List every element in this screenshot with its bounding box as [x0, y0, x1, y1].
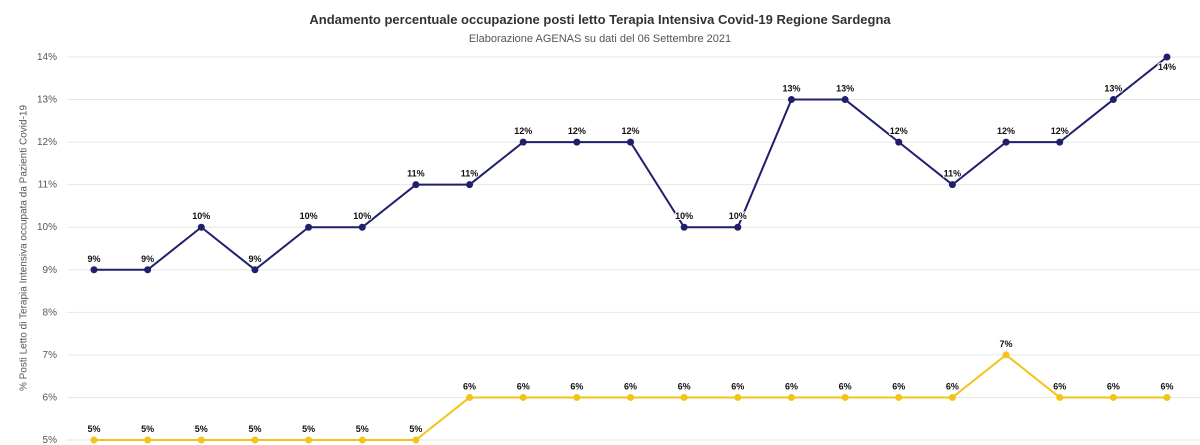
data-label: 9%	[87, 254, 100, 264]
data-label: 12%	[890, 126, 908, 136]
y-tick-label: 11%	[38, 180, 57, 191]
data-label: 5%	[302, 424, 315, 434]
data-point	[90, 436, 98, 444]
data-point	[466, 181, 474, 189]
data-point	[627, 138, 634, 146]
data-label: 14%	[1158, 62, 1176, 72]
data-point	[1109, 96, 1117, 104]
data-point	[787, 96, 795, 104]
y-tick-label: 6%	[43, 392, 58, 403]
data-point	[197, 223, 205, 231]
data-label: 12%	[997, 126, 1015, 136]
data-label: 5%	[87, 424, 100, 434]
data-point	[1002, 351, 1010, 359]
data-point	[1056, 393, 1064, 401]
y-tick-label: 14%	[37, 52, 57, 63]
data-label: 6%	[570, 381, 583, 391]
y-tick-label: 9%	[43, 265, 58, 276]
data-label: 10%	[353, 211, 371, 221]
data-label: 6%	[463, 381, 476, 391]
data-point	[358, 223, 366, 231]
data-point	[841, 393, 849, 401]
data-label: 12%	[568, 126, 586, 136]
data-label: 6%	[1160, 381, 1173, 391]
data-point	[1163, 53, 1171, 61]
y-tick-label: 10%	[37, 222, 57, 233]
data-point	[466, 393, 474, 401]
data-label: 10%	[300, 211, 318, 221]
data-point	[734, 393, 742, 401]
data-label: 13%	[782, 84, 800, 94]
data-point	[895, 393, 903, 401]
data-label: 10%	[675, 211, 693, 221]
data-point	[948, 181, 956, 189]
data-point	[251, 436, 259, 444]
data-label: 10%	[192, 211, 210, 221]
data-label: 9%	[141, 254, 154, 264]
data-label: 6%	[839, 381, 852, 391]
chart-title: Andamento percentuale occupazione posti …	[309, 12, 891, 27]
y-tick-label: 7%	[43, 350, 58, 361]
data-label: 11%	[944, 169, 962, 179]
data-label: 5%	[141, 424, 154, 434]
y-tick-label: 5%	[43, 435, 58, 445]
data-point	[305, 223, 313, 231]
data-point	[197, 436, 205, 444]
data-label: 5%	[409, 424, 422, 434]
data-point	[519, 393, 527, 401]
data-label: 6%	[731, 381, 744, 391]
data-label: 12%	[621, 126, 639, 136]
data-label: 6%	[517, 381, 530, 391]
y-tick-label: 13%	[37, 95, 57, 106]
data-label: 6%	[892, 381, 905, 391]
data-label: 13%	[836, 84, 854, 94]
data-point	[734, 223, 742, 231]
data-label: 6%	[678, 381, 691, 391]
chart-subtitle: Elaborazione AGENAS su dati del 06 Sette…	[468, 33, 732, 45]
data-label: 5%	[195, 424, 208, 434]
data-label: 6%	[1053, 381, 1066, 391]
data-point	[144, 436, 152, 444]
data-point	[1002, 138, 1010, 146]
data-point	[573, 138, 581, 146]
data-label: 6%	[785, 381, 798, 391]
data-point	[251, 266, 259, 274]
data-label: 5%	[356, 424, 369, 434]
data-point	[412, 436, 420, 444]
data-point	[1056, 138, 1064, 146]
data-label: 6%	[624, 381, 637, 391]
y-tick-label: 8%	[43, 307, 58, 318]
data-label: 11%	[407, 169, 425, 179]
data-label: 10%	[729, 211, 747, 221]
data-point	[680, 223, 688, 231]
series-line	[94, 56, 1168, 271]
data-label: 11%	[461, 169, 479, 179]
data-point	[519, 138, 527, 146]
data-point	[948, 393, 956, 401]
data-label: 12%	[514, 126, 532, 136]
data-point	[412, 181, 420, 189]
data-point	[627, 393, 634, 401]
data-label: 7%	[1000, 339, 1013, 349]
data-point	[841, 96, 849, 104]
data-label: 6%	[946, 381, 959, 391]
data-label: 6%	[1107, 381, 1120, 391]
data-point	[787, 393, 795, 401]
data-label: 12%	[1051, 126, 1069, 136]
data-point	[573, 393, 581, 401]
data-point	[305, 436, 313, 444]
data-point	[680, 393, 688, 401]
data-point	[1109, 393, 1117, 401]
data-point	[144, 266, 152, 274]
data-label: 9%	[248, 254, 261, 264]
data-point	[358, 436, 366, 444]
data-label: 5%	[248, 424, 261, 434]
data-point	[895, 138, 903, 146]
y-tick-label: 12%	[37, 137, 57, 148]
data-label: 13%	[1104, 84, 1122, 94]
data-point	[90, 266, 98, 274]
data-point	[1163, 393, 1171, 401]
